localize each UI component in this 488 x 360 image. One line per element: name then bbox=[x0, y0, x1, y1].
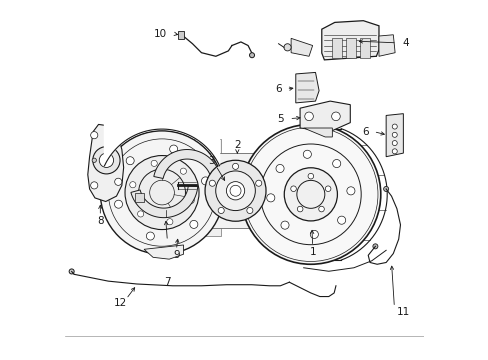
Text: 3: 3 bbox=[208, 156, 214, 166]
Circle shape bbox=[204, 160, 265, 221]
Circle shape bbox=[90, 132, 98, 139]
Circle shape bbox=[391, 140, 396, 145]
Circle shape bbox=[332, 159, 340, 168]
Circle shape bbox=[304, 112, 313, 121]
Text: 2: 2 bbox=[234, 140, 240, 150]
Polygon shape bbox=[154, 149, 218, 179]
Circle shape bbox=[169, 145, 177, 153]
Circle shape bbox=[151, 160, 157, 166]
Polygon shape bbox=[295, 72, 319, 103]
Circle shape bbox=[69, 269, 74, 274]
Circle shape bbox=[188, 197, 194, 203]
Circle shape bbox=[100, 131, 223, 254]
Circle shape bbox=[372, 244, 377, 249]
Polygon shape bbox=[300, 101, 349, 132]
Circle shape bbox=[391, 124, 396, 129]
Circle shape bbox=[297, 206, 303, 212]
Polygon shape bbox=[378, 35, 394, 56]
Circle shape bbox=[255, 180, 261, 186]
Circle shape bbox=[266, 194, 274, 202]
Circle shape bbox=[241, 125, 380, 264]
Circle shape bbox=[189, 220, 198, 228]
Circle shape bbox=[303, 150, 311, 158]
Circle shape bbox=[218, 207, 224, 213]
Circle shape bbox=[137, 211, 143, 217]
Text: 6: 6 bbox=[362, 127, 368, 136]
Text: 11: 11 bbox=[396, 307, 409, 316]
Circle shape bbox=[246, 207, 252, 213]
Circle shape bbox=[383, 186, 388, 192]
Circle shape bbox=[249, 53, 254, 58]
Circle shape bbox=[226, 181, 244, 200]
Text: 7: 7 bbox=[164, 277, 170, 287]
Circle shape bbox=[180, 168, 186, 174]
Circle shape bbox=[346, 187, 354, 195]
Circle shape bbox=[215, 171, 255, 211]
Circle shape bbox=[281, 221, 288, 229]
Circle shape bbox=[166, 219, 173, 225]
Text: 12: 12 bbox=[114, 298, 127, 308]
Text: 9: 9 bbox=[173, 250, 179, 260]
Text: 6: 6 bbox=[275, 84, 281, 94]
Circle shape bbox=[337, 216, 345, 224]
Bar bbox=[135, 139, 221, 235]
Text: 4: 4 bbox=[402, 38, 408, 48]
Circle shape bbox=[275, 165, 284, 172]
Polygon shape bbox=[303, 128, 332, 137]
Polygon shape bbox=[88, 125, 123, 202]
Circle shape bbox=[178, 39, 183, 43]
Circle shape bbox=[93, 147, 120, 174]
Circle shape bbox=[115, 178, 122, 185]
Polygon shape bbox=[386, 114, 403, 157]
Circle shape bbox=[209, 180, 215, 186]
Bar bbox=[196, 153, 274, 228]
Polygon shape bbox=[131, 186, 197, 218]
Circle shape bbox=[325, 186, 330, 192]
Circle shape bbox=[146, 232, 154, 240]
Bar bbox=[346, 39, 355, 58]
Text: 5: 5 bbox=[277, 114, 284, 124]
Circle shape bbox=[115, 135, 122, 142]
Circle shape bbox=[114, 200, 122, 208]
Circle shape bbox=[129, 182, 136, 188]
Text: 10: 10 bbox=[154, 29, 167, 39]
Circle shape bbox=[307, 174, 313, 179]
Circle shape bbox=[125, 156, 199, 230]
Circle shape bbox=[331, 112, 340, 121]
Circle shape bbox=[310, 230, 318, 238]
Circle shape bbox=[232, 163, 238, 170]
Polygon shape bbox=[104, 1, 219, 166]
Circle shape bbox=[284, 168, 337, 221]
Circle shape bbox=[290, 186, 296, 192]
Bar bbox=[178, 31, 183, 39]
Text: 1: 1 bbox=[309, 247, 315, 257]
Circle shape bbox=[99, 153, 113, 167]
Polygon shape bbox=[134, 193, 143, 202]
Circle shape bbox=[126, 157, 134, 165]
Bar bbox=[359, 39, 369, 58]
Polygon shape bbox=[144, 245, 183, 259]
Circle shape bbox=[391, 149, 396, 154]
Text: 8: 8 bbox=[97, 216, 103, 226]
Polygon shape bbox=[321, 21, 378, 60]
Bar bbox=[332, 39, 342, 58]
Circle shape bbox=[284, 44, 290, 51]
Polygon shape bbox=[290, 39, 312, 56]
Circle shape bbox=[90, 182, 98, 189]
Circle shape bbox=[201, 177, 209, 185]
Circle shape bbox=[92, 158, 96, 162]
Circle shape bbox=[318, 206, 324, 212]
Circle shape bbox=[391, 132, 396, 137]
